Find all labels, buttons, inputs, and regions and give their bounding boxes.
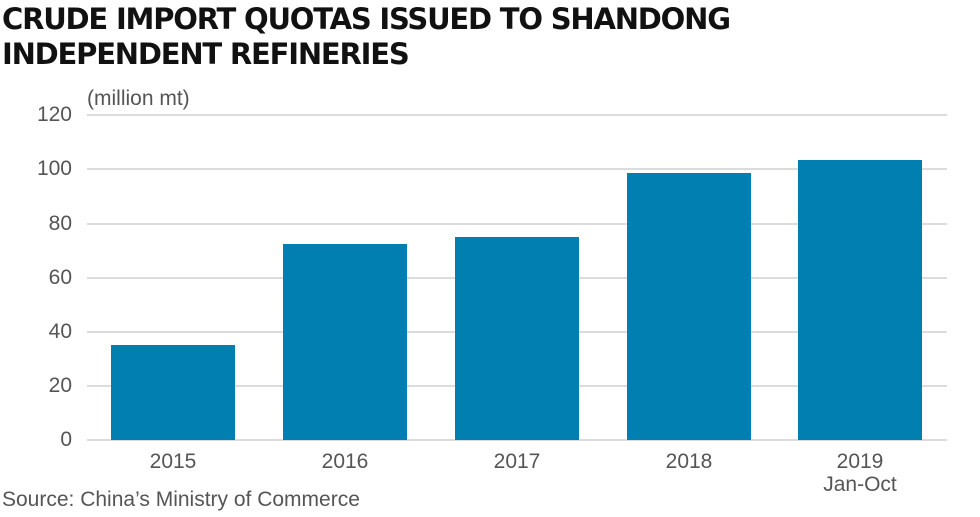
y-tick-20: 20	[48, 374, 72, 397]
chart-title: CRUDE IMPORT QUOTAS ISSUED TO SHANDONG I…	[2, 2, 731, 72]
y-tick-120: 120	[36, 103, 72, 126]
y-tick-80: 80	[48, 212, 72, 235]
x-label-2019-jan-oct: 2019 Jan-Oct	[823, 450, 897, 496]
x-label-2015: 2015	[149, 450, 197, 473]
x-label-2018: 2018	[665, 450, 713, 473]
x-label-2017: 2017	[493, 450, 541, 473]
gridline-80	[87, 223, 947, 225]
bar-2015	[111, 345, 235, 440]
source-note: Source: China’s Ministry of Commerce	[2, 488, 360, 511]
gridline-100	[87, 168, 947, 170]
y-tick-100: 100	[36, 157, 72, 180]
chart-title-line-2: INDEPENDENT REFINERIES	[2, 37, 410, 71]
bar-2019-jan-oct	[798, 160, 922, 440]
plot-area	[87, 114, 947, 441]
x-label-2016: 2016	[321, 450, 369, 473]
chart-title-line-1: CRUDE IMPORT QUOTAS ISSUED TO SHANDONG	[2, 2, 731, 36]
bar-2016	[283, 243, 407, 440]
y-tick-40: 40	[48, 320, 72, 343]
y-tick-60: 60	[48, 266, 72, 289]
bar-2018	[627, 173, 751, 440]
gridline-120	[87, 114, 947, 116]
y-tick-0: 0	[60, 428, 72, 451]
y-axis-unit-label: (million mt)	[87, 87, 190, 110]
gridline-0	[87, 439, 947, 441]
bar-2017	[455, 237, 579, 440]
